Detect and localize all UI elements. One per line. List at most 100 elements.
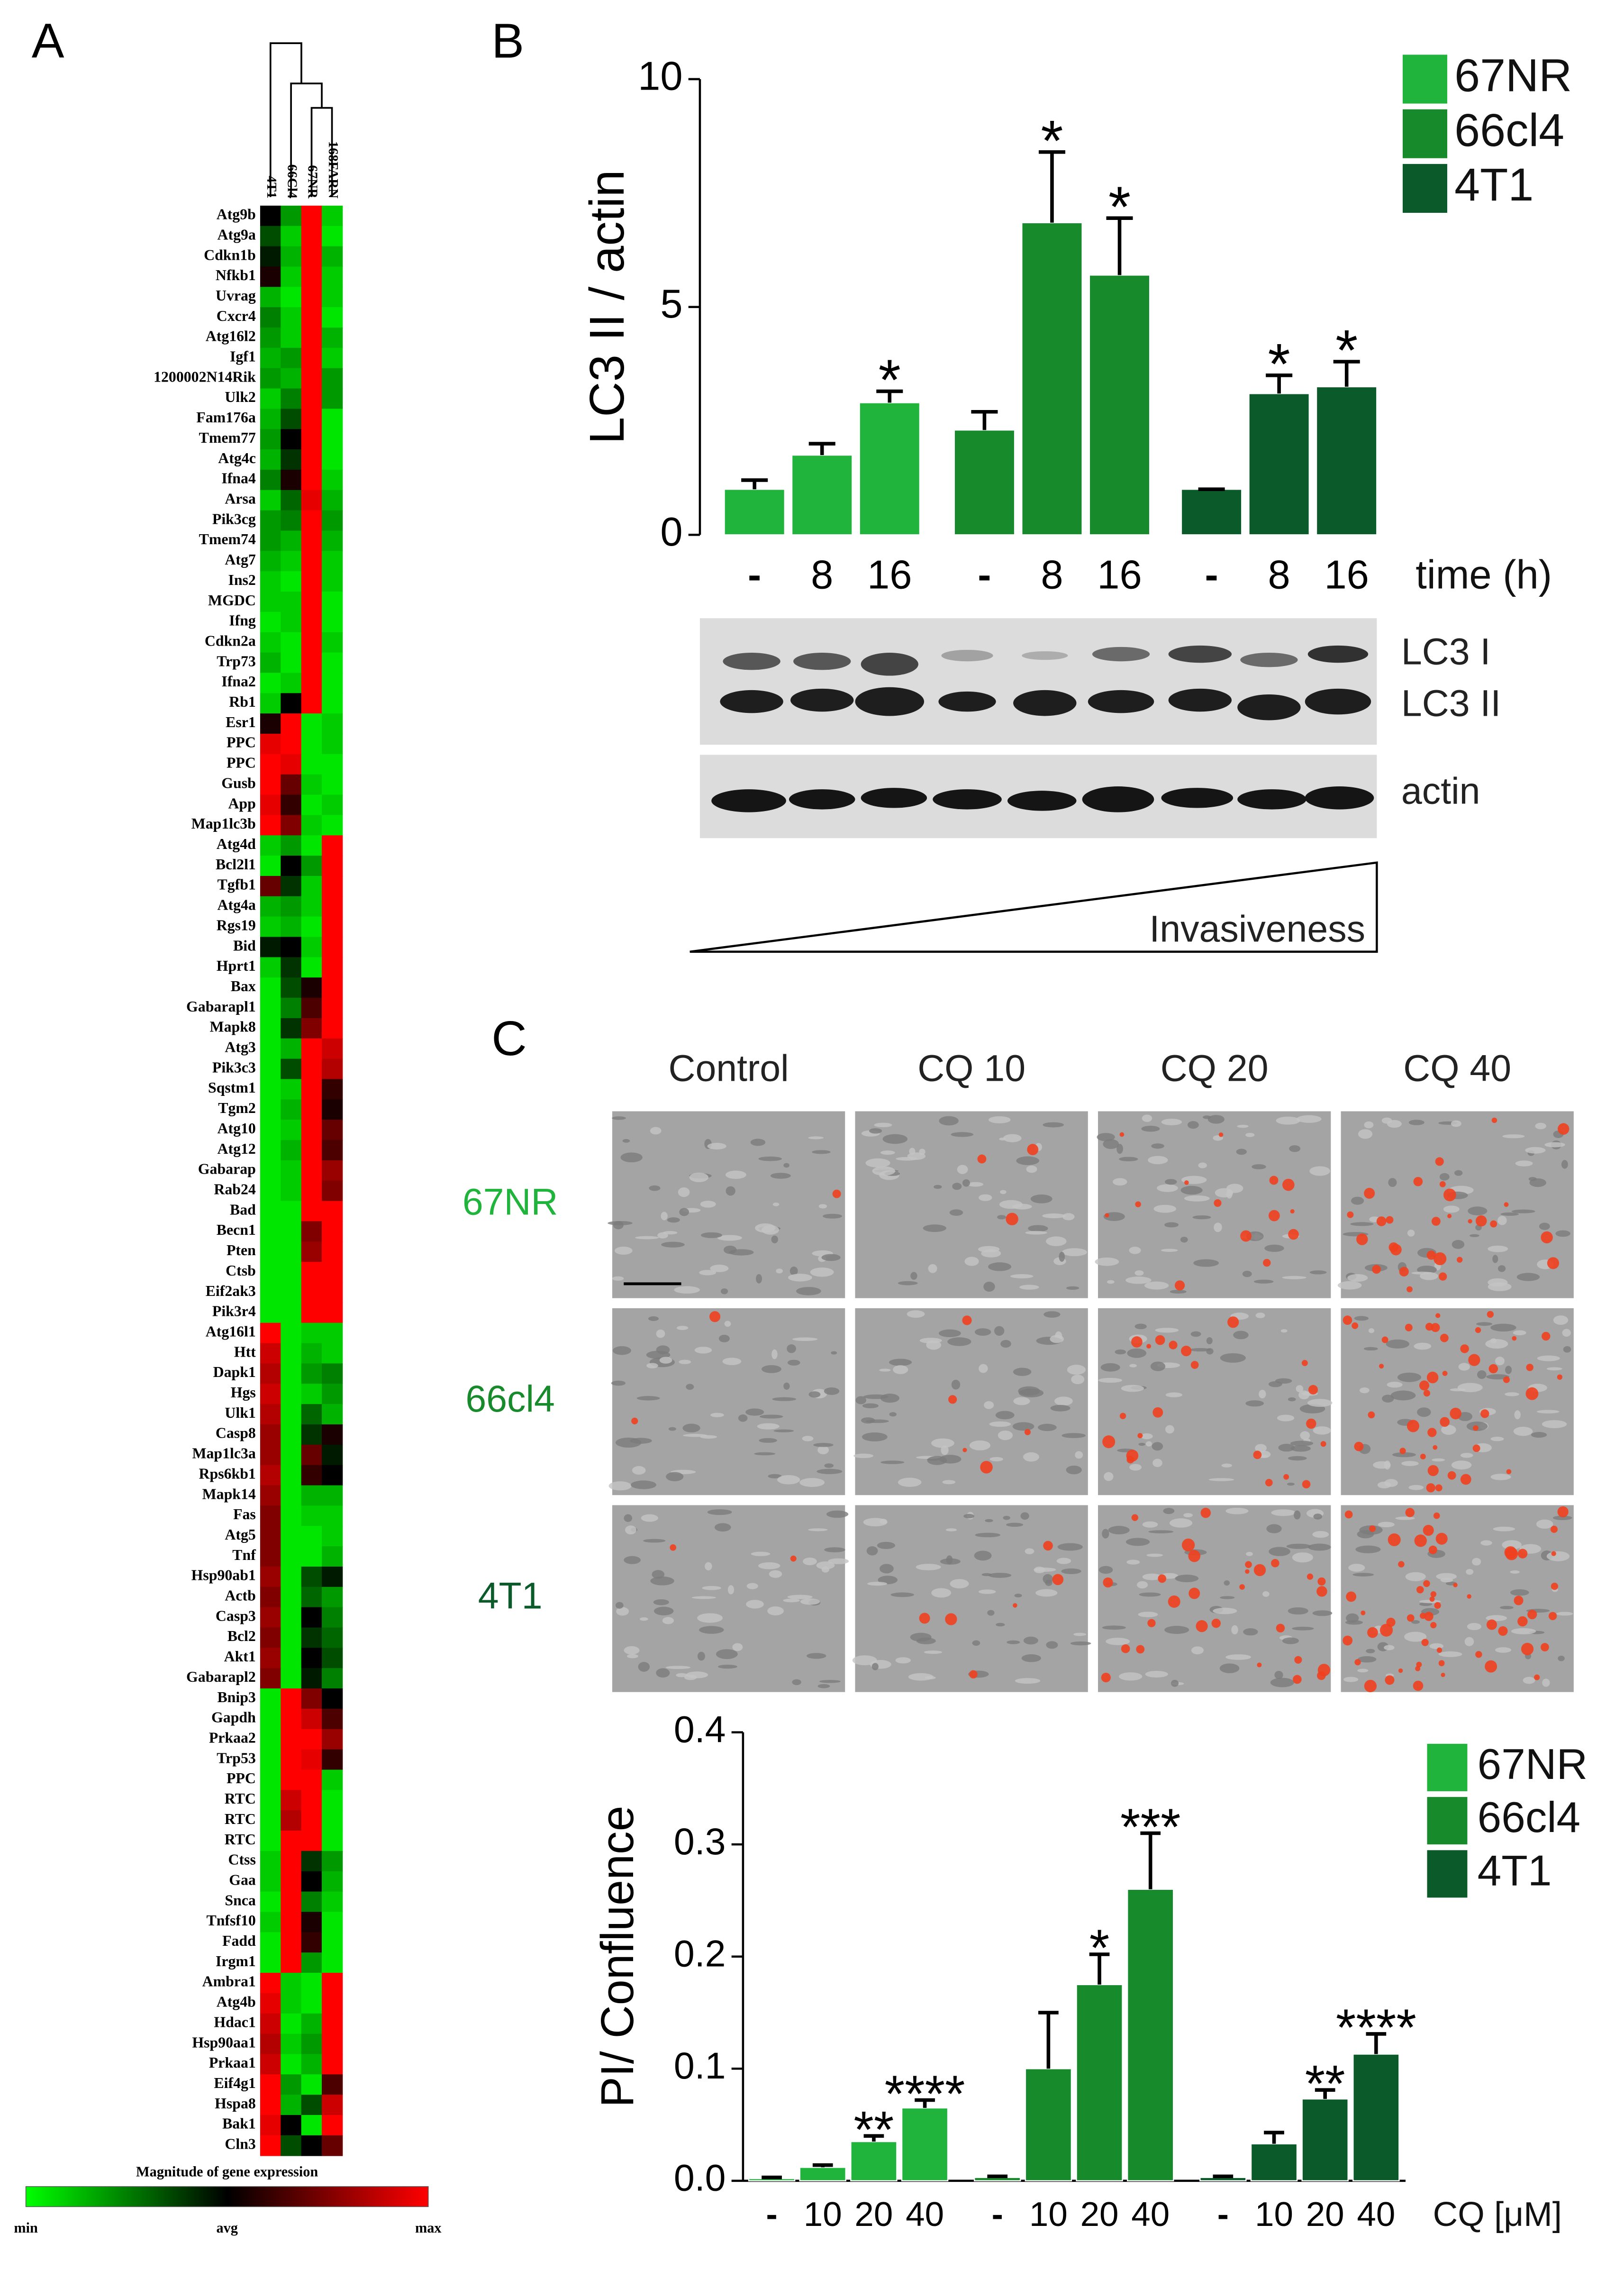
cell [866,1546,878,1556]
heatmap-cell [322,1221,343,1242]
heatmap-cell [281,896,302,917]
pi-dot [1435,1313,1441,1318]
heatmap-cell [281,693,302,714]
cell [1417,1407,1431,1417]
cell [874,1122,892,1128]
pi-dot [1253,1564,1266,1577]
cell [1165,1179,1177,1185]
gene-label: Hdac1 [214,2014,255,2030]
cell [898,1477,922,1487]
band-label: actin [1401,770,1480,811]
heatmap-cell [260,835,281,857]
heatmap-cell [281,1201,302,1222]
gene-label: Snca [225,1892,256,1908]
cell [1390,1390,1416,1401]
heatmap-cell [260,652,281,674]
cell [1493,1526,1515,1532]
cell [632,1466,646,1475]
cell [1436,1573,1457,1580]
error-bar [762,2175,782,2179]
cell [1193,1259,1219,1267]
micrograph-bg [855,1505,1088,1692]
heatmap-cell [322,1790,343,1811]
cell [1513,1426,1533,1436]
cell [1350,1222,1374,1226]
legend-swatch [1427,1743,1468,1791]
cell [1516,1273,1540,1281]
cell [1271,1509,1296,1516]
cell [725,1170,746,1179]
cell [871,1663,879,1670]
cell [1312,1610,1333,1616]
cell [1207,1115,1225,1124]
heatmap-cell [301,673,322,694]
cell [1125,1538,1150,1546]
heatmap-cell [322,307,343,328]
heatmap-cell [260,1241,281,1263]
bar [791,454,853,536]
pi-dot [1434,1602,1441,1609]
pi-dot [1447,1213,1452,1219]
heatmap-cell [260,1769,281,1791]
pi-dot [962,1448,967,1452]
column-label: 67NR [305,165,320,199]
heatmap-cell [260,205,281,227]
cell [1308,1543,1331,1551]
heatmap-cell [301,896,322,917]
significance: * [1335,318,1358,383]
cell [1221,1463,1232,1468]
heatmap-cell [301,1079,322,1100]
heatmap-cell [301,347,322,369]
cell [1352,1573,1374,1577]
heatmap-cell [301,734,322,755]
heatmap-cell [301,1140,322,1161]
cell [1495,1647,1512,1653]
pi-dot [1271,1559,1279,1568]
cell [1046,1236,1067,1246]
pi-dot [1376,1216,1387,1226]
cell [1309,1166,1331,1176]
heatmap-cell [322,490,343,511]
bar [1126,1888,1174,2182]
column-header: CQ 10 [917,1047,1025,1089]
pi-dot [1558,1123,1570,1135]
cell [759,1438,777,1443]
y-tick-label: 0.1 [674,2045,726,2087]
heatmap-cell [322,347,343,369]
legend-label: 66cl4 [1454,104,1564,156]
pi-dot [1317,1664,1331,1677]
heatmap-cell [260,734,281,755]
cell [1546,1551,1570,1561]
cell [1007,1640,1020,1644]
cell [659,1357,672,1364]
pi-dot [1211,1618,1221,1628]
cell [1146,1553,1163,1557]
cell [1457,1383,1483,1393]
pi-dot [1344,1510,1353,1519]
significance: * [1108,174,1131,239]
cell [1245,1132,1255,1137]
legend-swatch [1427,1850,1468,1898]
cell [608,1481,632,1491]
cell [1142,1521,1158,1528]
pi-dot [1473,1425,1479,1431]
cell [1546,1367,1562,1371]
pi-dot [1450,1407,1461,1420]
heatmap-cell [322,713,343,734]
cell [1003,1134,1022,1142]
heatmap-cell [281,1322,302,1344]
heatmap-cell [322,429,343,450]
gradient-triangle [690,861,1378,953]
cell [939,1116,959,1126]
heatmap-cell [260,896,281,917]
heatmap-cell [301,246,322,267]
heatmap-cell [301,1566,322,1587]
pi-dot [1245,1569,1250,1574]
gene-label: Ifna4 [221,470,256,487]
column-header: Control [669,1047,789,1089]
cell [1451,1460,1472,1470]
heatmap-cell [281,2115,302,2136]
pi-dot [1419,1380,1430,1391]
cell [661,1241,685,1248]
heatmap-cell [281,1058,302,1080]
